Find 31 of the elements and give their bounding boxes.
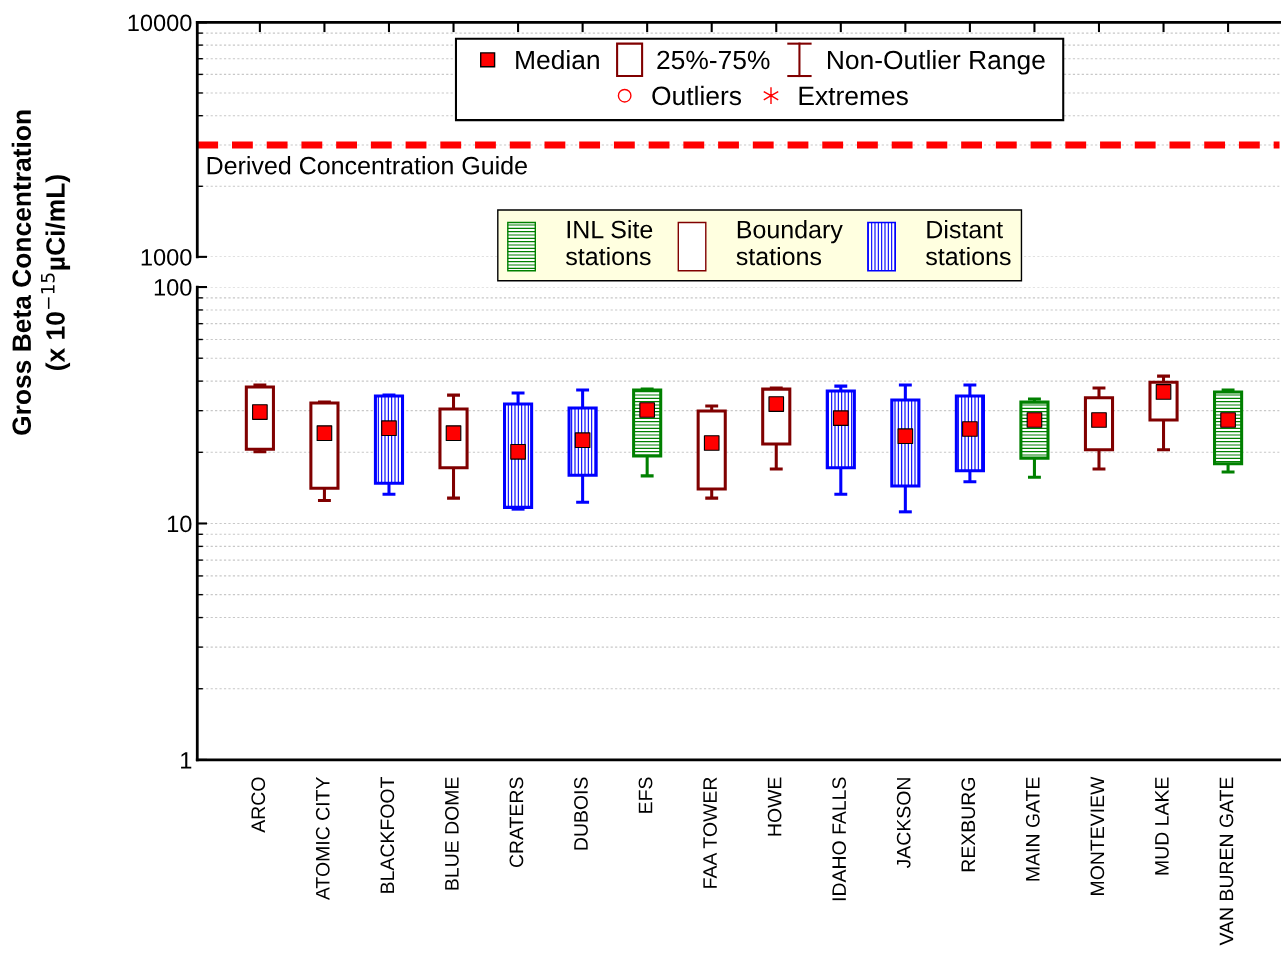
legend-label: INL Site stations xyxy=(566,220,653,266)
x-tick-label: MONTEVIEW xyxy=(1090,776,1105,895)
x-tick-label: REXBURG xyxy=(961,778,976,872)
y-tick-label: 10000 xyxy=(128,14,192,32)
legend-label: Distant stations xyxy=(926,220,1011,266)
x-tick-label: BLUE DOME xyxy=(444,777,459,890)
x-tick-label: ATOMIC CITY xyxy=(315,777,330,901)
y-tick-label: 1 xyxy=(181,752,192,769)
x-tick-label: HOWE xyxy=(767,777,782,836)
x-tick-label: VAN BUREN GATE xyxy=(1219,777,1234,946)
x-tick-label: CRATERS xyxy=(509,777,524,868)
x-tick-label: BLACKFOOT xyxy=(380,777,395,893)
annotation: Non-Outlier Range xyxy=(828,49,1045,75)
ref-line-label: Derived Concentration Guide xyxy=(207,156,527,175)
x-tick-label: IDAHO FALLS xyxy=(832,777,847,901)
x-tick-label: MAIN GATE xyxy=(1025,777,1040,881)
y-tick-label: 1000 xyxy=(141,248,192,266)
y-tick-label: 100 xyxy=(154,279,192,296)
x-tick-label: ARCO xyxy=(251,777,266,833)
x-tick-label: MUD LAKE xyxy=(1155,777,1169,875)
annotation: 25%-75% xyxy=(657,50,770,70)
y-axis-title: Gross Beta Concentration (x 10$^{−15}$µCi/mL) xyxy=(11,110,71,435)
x-tick-label: FAA TOWER xyxy=(703,777,717,888)
x-tick-label: JACKSON xyxy=(896,778,911,869)
annotation: Median xyxy=(516,49,599,70)
x-tick-label: DUBOIS xyxy=(574,777,588,850)
y-tick-label: 10 xyxy=(167,515,192,533)
annotation: Outliers xyxy=(652,85,742,106)
annotation: Extremes xyxy=(799,86,908,106)
x-tick-label: EFS xyxy=(638,777,653,813)
legend-label: Boundary stations xyxy=(736,220,843,266)
